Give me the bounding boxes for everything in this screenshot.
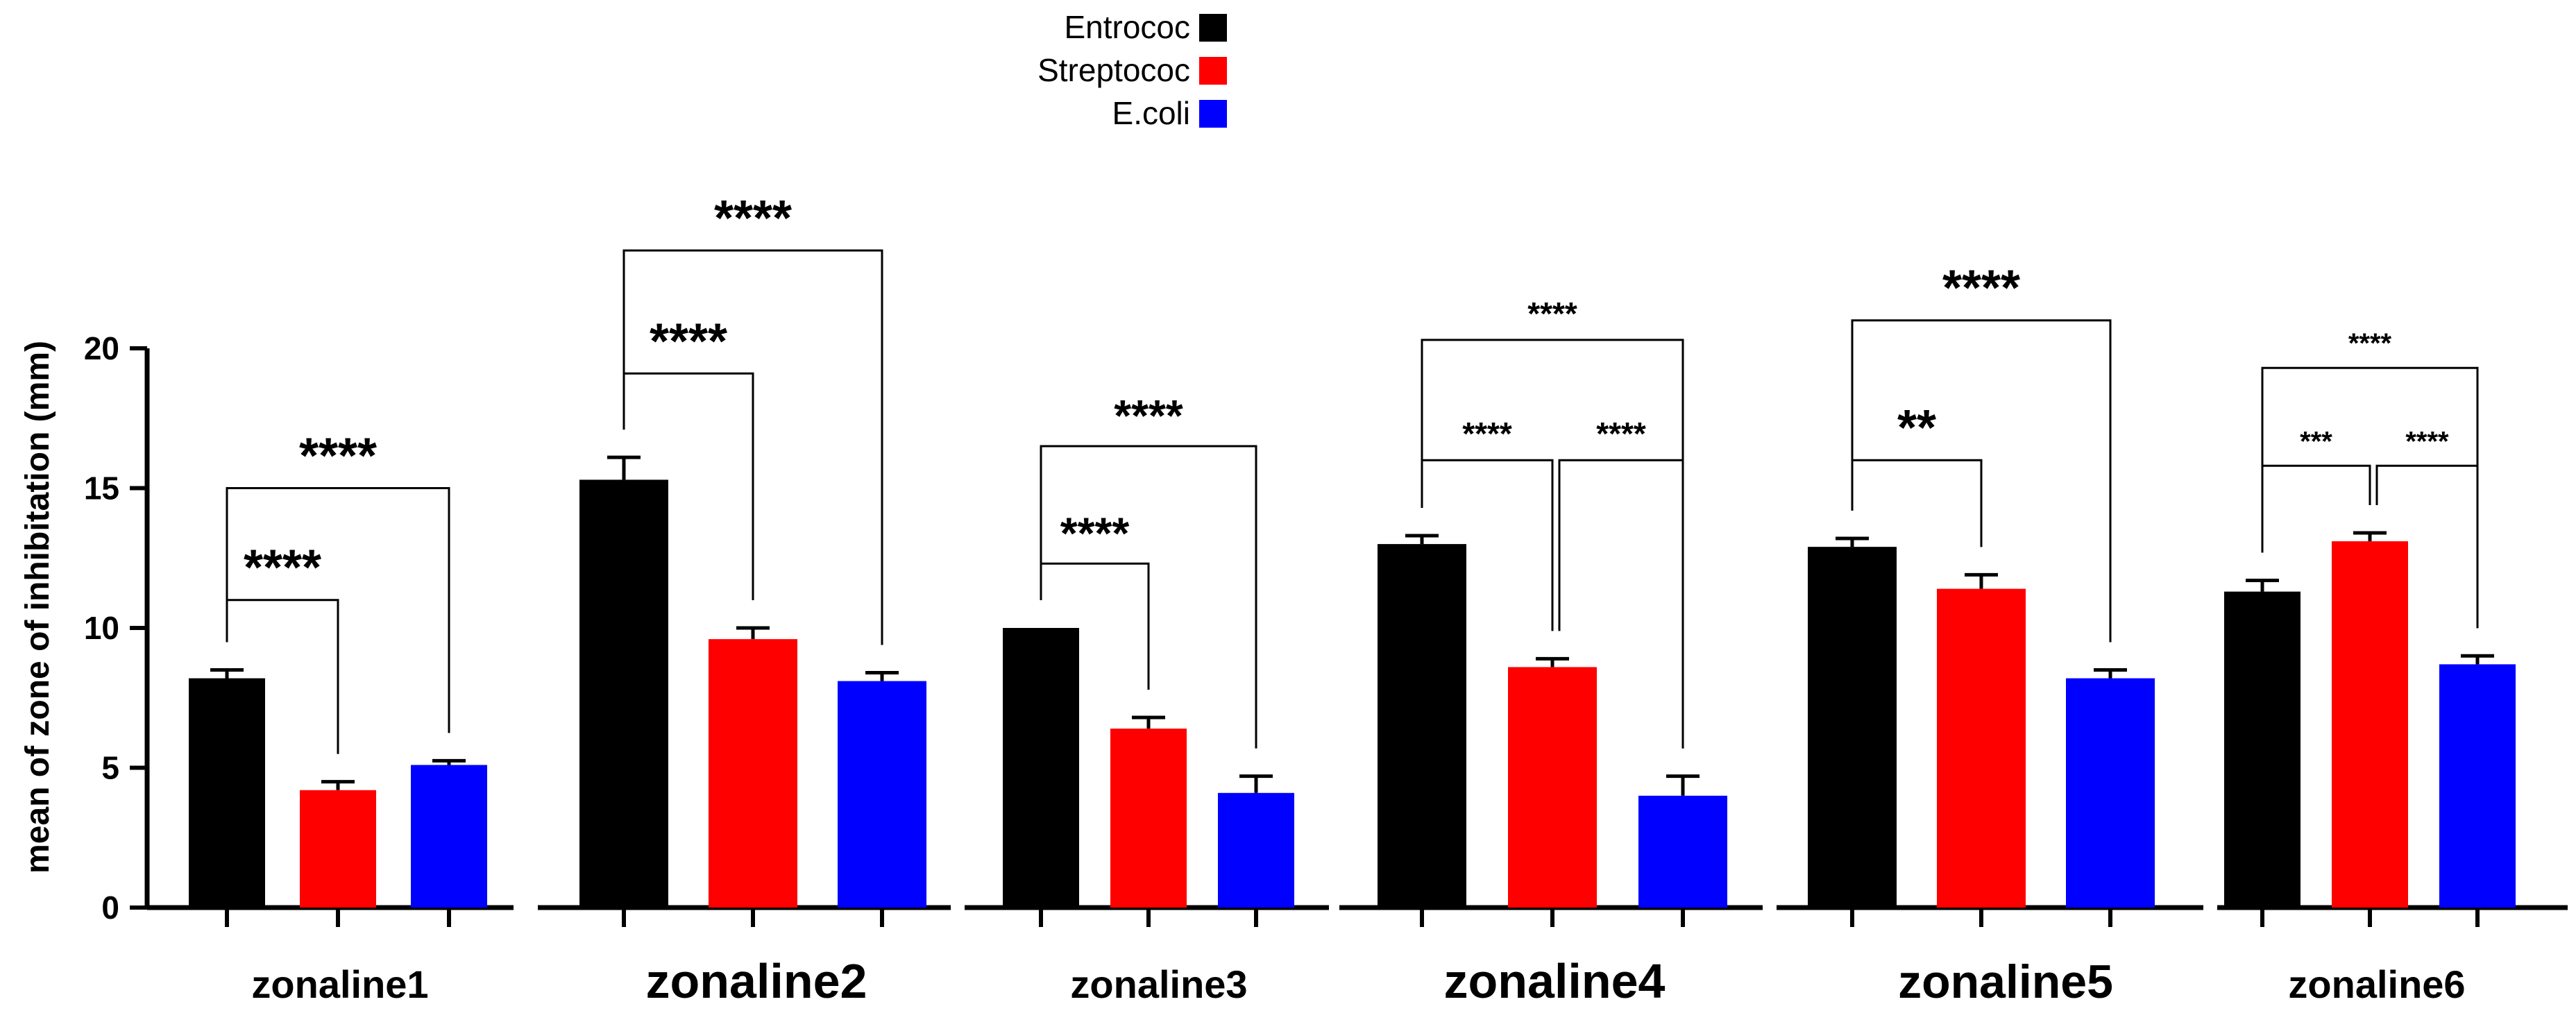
significance-bracket	[2261, 366, 2479, 629]
bar	[2332, 541, 2408, 908]
y-tick-label: 20	[84, 330, 119, 366]
bar	[2066, 678, 2155, 908]
legend-label: E.coli	[1112, 95, 1190, 131]
significance-label: ****	[1527, 296, 1577, 332]
significance-bracket	[1851, 319, 2112, 643]
legend-label: Streptococ	[1037, 52, 1190, 88]
bar	[2439, 664, 2516, 908]
significance-label: ****	[714, 191, 792, 246]
significance-label: ****	[2348, 328, 2392, 359]
significance-bracket	[2261, 464, 2371, 553]
significance-bracket	[1040, 445, 1257, 749]
bar	[1808, 547, 1897, 908]
y-tick-label: 10	[84, 610, 119, 646]
legend-swatch	[1199, 100, 1227, 128]
group-label: zonaline4	[1444, 954, 1666, 1008]
bar	[1508, 667, 1597, 908]
significance-label: **	[1897, 400, 1936, 456]
bar-groups: zonaline1********zonaline2********zonali…	[147, 191, 2568, 1008]
significance-bracket	[622, 249, 883, 645]
significance-label: ****	[1114, 391, 1183, 441]
legend-label: Entrococ	[1064, 9, 1190, 45]
significance-bracket	[1421, 339, 1684, 749]
significance-label: ****	[1942, 261, 2020, 316]
y-tick-label: 5	[101, 750, 119, 786]
bar	[1638, 795, 1727, 908]
bar-group: zonaline2 **** ****	[538, 191, 951, 1008]
bar-group: zonaline5******	[1777, 261, 2203, 1008]
legend-swatch	[1199, 57, 1227, 85]
group-label: zonaline1	[251, 962, 428, 1006]
bar	[300, 790, 376, 908]
significance-label: ****	[1462, 416, 1512, 452]
significance-label: ****	[1596, 416, 1646, 452]
significance-label: ****	[299, 429, 377, 484]
bar-group: zonaline4 **** **** ****	[1339, 296, 1763, 1008]
significance-label: ****	[650, 314, 727, 369]
bar-group: zonaline1 **** ****	[147, 429, 514, 1006]
bar	[189, 678, 265, 908]
bar-group: zonaline6*** ********	[2217, 328, 2568, 1006]
group-label: zonaline6	[2288, 962, 2465, 1006]
legend: Entrococ Streptococ E.coli	[1037, 9, 1227, 131]
significance-label: ***	[2300, 426, 2332, 457]
bar	[2224, 591, 2300, 908]
bar-group: zonaline3 **** ****	[965, 391, 1329, 1006]
group-label: zonaline2	[646, 954, 867, 1008]
y-tick-label: 15	[84, 470, 119, 507]
group-label: zonaline5	[1898, 955, 2113, 1008]
legend-swatch	[1199, 14, 1227, 42]
bar	[838, 681, 926, 908]
bar	[1937, 588, 2026, 908]
significance-label: ****	[244, 541, 321, 596]
bar	[709, 639, 797, 908]
bar	[1218, 792, 1294, 908]
y-axis: 0 5 10 15 20	[84, 330, 150, 926]
significance-bracket	[226, 487, 450, 733]
significance-label: ****	[1060, 508, 1130, 558]
bar	[1378, 544, 1466, 908]
bar	[1003, 628, 1079, 908]
significance-bracket	[1851, 459, 1983, 547]
bar	[411, 765, 487, 908]
bar	[579, 479, 668, 908]
bar	[1110, 729, 1187, 908]
y-axis-title: mean of zone of inhibitation (mm)	[19, 341, 56, 874]
significance-label: ****	[2405, 426, 2449, 457]
y-tick-label: 0	[101, 890, 119, 926]
group-label: zonaline3	[1070, 962, 1247, 1006]
